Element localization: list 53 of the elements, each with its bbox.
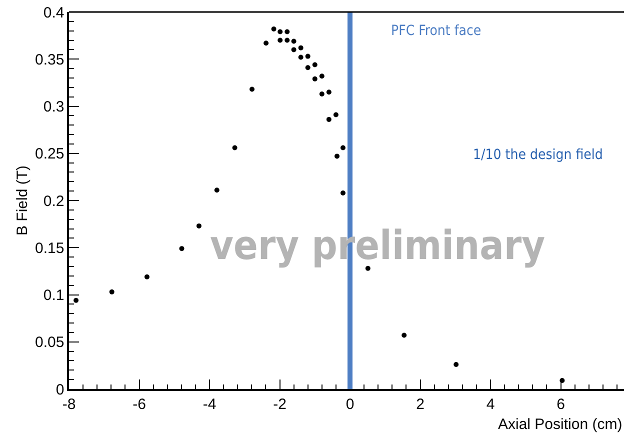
x-tick-label: -6 <box>132 396 146 413</box>
y-tick-label: 0.1 <box>43 287 64 304</box>
point <box>334 154 340 159</box>
point <box>264 40 269 46</box>
point <box>305 54 310 59</box>
point <box>326 90 332 95</box>
point <box>214 188 220 193</box>
point <box>232 145 238 150</box>
x-tick-label: 6 <box>556 396 565 413</box>
x-tick-label: -2 <box>273 396 286 413</box>
point <box>312 62 318 68</box>
x-tick-label: -8 <box>62 396 76 413</box>
y-tick-label: 0.15 <box>35 240 64 257</box>
point <box>284 38 290 43</box>
point <box>340 145 346 150</box>
point <box>319 92 324 96</box>
point <box>340 190 346 196</box>
point <box>319 74 324 79</box>
point <box>109 289 114 294</box>
point <box>326 116 332 122</box>
point <box>333 112 338 118</box>
x-axis-title: Axial Position (cm) <box>498 416 622 433</box>
point <box>284 29 290 34</box>
y-tick-label: 0.3 <box>43 98 64 116</box>
point <box>454 362 459 367</box>
y-tick-label: 0.05 <box>35 334 64 352</box>
x-tick-label: 0 <box>346 396 354 413</box>
x-tick-label: -4 <box>202 396 216 413</box>
point <box>312 76 318 82</box>
point <box>305 65 310 70</box>
annotation: 1/10 the design field <box>473 147 603 163</box>
y-tick-label: 0.25 <box>35 146 64 163</box>
point <box>298 45 304 50</box>
y-tick-label: 0.4 <box>43 4 64 22</box>
x-tick-label: 4 <box>486 396 495 413</box>
y-tick-label: 0 <box>56 381 64 398</box>
y-axis-title: B Field (T) <box>14 165 31 236</box>
point <box>291 47 296 52</box>
ref-line-label: PFC Front face <box>391 23 482 39</box>
point <box>298 54 304 60</box>
point <box>144 274 150 280</box>
point <box>250 86 255 92</box>
point <box>179 246 184 252</box>
point <box>278 38 283 43</box>
point <box>278 29 283 34</box>
point <box>402 332 407 338</box>
point <box>271 26 276 32</box>
point <box>74 298 79 303</box>
y-tick-label: 0.2 <box>43 192 64 210</box>
y-tick-label: 0.35 <box>35 51 64 68</box>
x-tick-label: 2 <box>416 396 424 413</box>
point <box>291 38 296 44</box>
point <box>196 223 202 228</box>
